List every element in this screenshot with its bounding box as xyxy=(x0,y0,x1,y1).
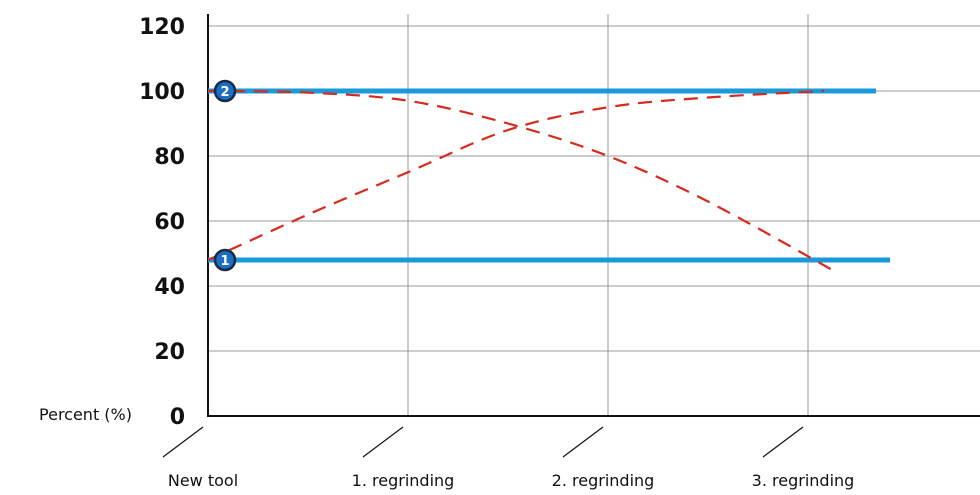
marker-circle xyxy=(213,79,237,103)
marker-label: 1 xyxy=(220,254,229,269)
x-tick-slash xyxy=(562,426,604,458)
y-axis-label: Percent (%) xyxy=(39,405,132,424)
marker-label: 2 xyxy=(220,85,229,100)
y-tick-label: 80 xyxy=(154,145,185,170)
series-lines xyxy=(207,88,890,271)
marker-circle xyxy=(213,248,237,272)
x-tick-label: New tool xyxy=(168,471,238,490)
x-tick-slash xyxy=(762,426,804,458)
grid-lines xyxy=(208,14,980,416)
dashed-series-curve xyxy=(207,89,833,271)
axes xyxy=(207,14,980,417)
x-tick-slash xyxy=(162,426,204,458)
y-tick-label: 40 xyxy=(154,275,185,300)
x-tick-label: 1. regrinding xyxy=(352,471,455,490)
x-tick-label: 2. regrinding xyxy=(552,471,655,490)
y-tick-label: 0 xyxy=(170,405,185,430)
x-tick-label: 3. regrinding xyxy=(752,471,855,490)
x-tick-slash xyxy=(362,426,404,458)
y-tick-label: 20 xyxy=(154,340,185,365)
series-marker-2: 2 xyxy=(213,79,237,103)
y-tick-label: 60 xyxy=(154,210,185,235)
y-tick-label: 120 xyxy=(139,15,185,40)
dashed-series-curve xyxy=(207,89,825,262)
series-marker-1: 1 xyxy=(213,248,237,272)
y-tick-label: 100 xyxy=(139,80,185,105)
x-tick-labels: New tool 1. regrinding 2. regrinding 3. reg… xyxy=(162,426,855,490)
y-tick-labels: 0 20 40 60 80 100 120 xyxy=(139,15,185,430)
series-markers: 12 xyxy=(213,79,237,272)
